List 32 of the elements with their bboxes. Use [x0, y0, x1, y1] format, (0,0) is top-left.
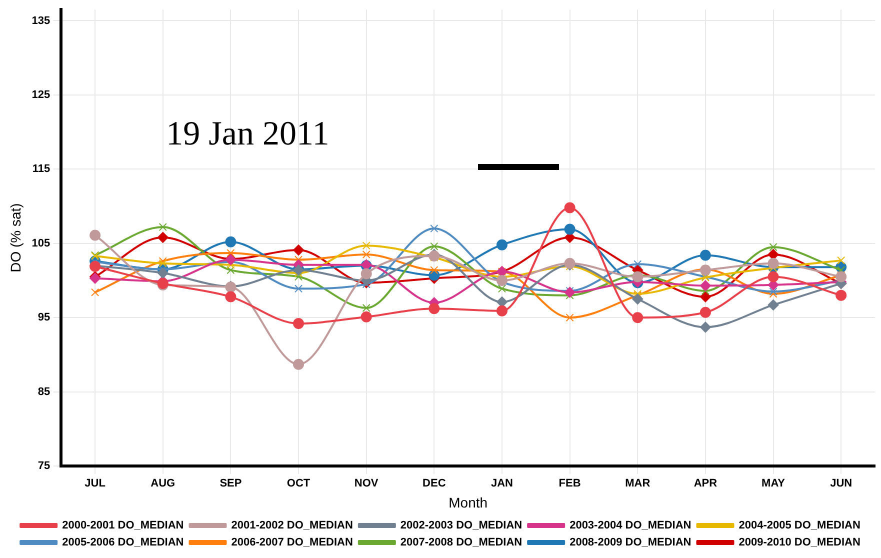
- legend-label: 2008-2009 DO_MEDIAN: [570, 536, 692, 549]
- y-tick-label: 125: [32, 88, 50, 101]
- x-axis-title: Month: [448, 494, 488, 510]
- y-axis-title: DO (% sat): [7, 203, 24, 272]
- legend-label: 2005-2006 DO_MEDIAN: [62, 536, 184, 549]
- x-tick-label: OCT: [286, 478, 310, 490]
- y-tick-label: 85: [38, 386, 50, 398]
- y-tick-label: 105: [32, 237, 50, 250]
- x-tick-label: FEB: [558, 478, 581, 490]
- x-tick-label: JAN: [490, 478, 514, 490]
- legend-label: 2002-2003 DO_MEDIAN: [400, 520, 522, 532]
- x-tick-label: MAY: [762, 478, 786, 490]
- legend-label: 2009-2010 DO_MEDIAN: [738, 536, 860, 549]
- y-tick-label: 95: [38, 312, 50, 324]
- x-tick-label: SEP: [220, 478, 242, 490]
- x-tick-label: JUN: [830, 478, 852, 490]
- legend-label: 2004-2005 DO_MEDIAN: [738, 520, 860, 532]
- legend-label: 2006-2007 DO_MEDIAN: [231, 536, 353, 549]
- y-tick-label: 115: [32, 163, 50, 176]
- legend-label: 2007-2008 DO_MEDIAN: [400, 536, 522, 549]
- x-tick-label: MAR: [625, 478, 650, 490]
- x-tick-label: DEC: [422, 478, 446, 490]
- legend-label: 2001-2002 DO_MEDIAN: [231, 520, 353, 532]
- legend-label: 2003-2004 DO_MEDIAN: [570, 520, 692, 532]
- legend-label: 2000-2001 DO_MEDIAN: [62, 520, 184, 532]
- x-tick-label: NOV: [354, 478, 379, 490]
- x-tick-label: APR: [694, 478, 718, 490]
- y-tick-label: 75: [38, 460, 50, 472]
- x-tick-label: AUG: [150, 478, 176, 490]
- y-tick-label: 135: [32, 14, 50, 27]
- annotation: 19 Jan 2011: [166, 116, 330, 153]
- x-tick-label: JUL: [84, 478, 106, 490]
